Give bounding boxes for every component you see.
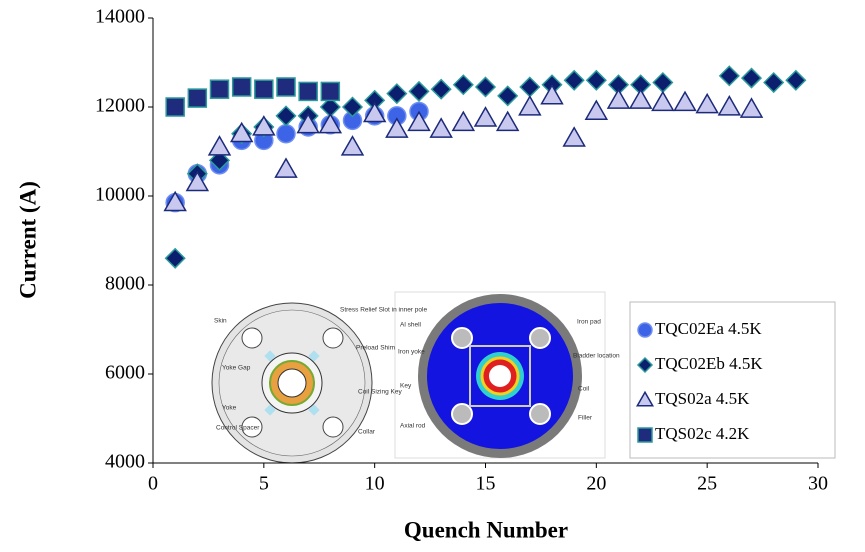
point [432, 80, 451, 99]
point [764, 73, 783, 92]
point [542, 85, 563, 103]
legend-marker [638, 323, 652, 337]
point [342, 137, 363, 155]
inset-label: Skin [214, 318, 227, 325]
point [476, 77, 495, 96]
inset-label: Yoke Gap [222, 365, 251, 372]
point [565, 71, 584, 90]
inset-label: Iron yoke [398, 349, 425, 356]
axial-rod [530, 404, 550, 424]
inset-label: Key [400, 383, 412, 390]
point [719, 97, 740, 115]
inset-collared-magnet [205, 292, 393, 463]
point [786, 71, 805, 90]
inset-label: Filler [578, 415, 593, 422]
point [587, 71, 606, 90]
point [475, 108, 496, 126]
point [498, 86, 517, 105]
point [630, 90, 651, 108]
point [166, 249, 185, 268]
point [652, 92, 673, 110]
axial-rod [530, 328, 550, 348]
point [520, 77, 539, 96]
inset-label: Yoke [222, 405, 237, 412]
point [741, 99, 762, 117]
inset-shell-magnet [395, 292, 605, 458]
point [454, 75, 473, 94]
inset-label: Collar [358, 429, 376, 436]
point [277, 106, 296, 125]
y-tick-label: 4000 [105, 451, 145, 473]
y-tick-label: 6000 [105, 362, 145, 384]
y-tick-label: 8000 [105, 273, 145, 295]
point [653, 73, 672, 92]
x-axis-label: Quench Number [404, 517, 568, 542]
y-tick-label: 10000 [95, 184, 145, 206]
hole [323, 417, 343, 437]
inset-label: Axial rod [400, 423, 426, 430]
inset-label: Coil Sizing Key [358, 389, 402, 396]
y-axis-label: Current (A) [15, 181, 40, 299]
point [255, 80, 273, 98]
point [742, 69, 761, 88]
point [299, 82, 317, 100]
x-tick-label: 30 [808, 473, 828, 495]
x-tick-label: 20 [586, 473, 606, 495]
inset-label: Al shell [400, 322, 422, 329]
point [586, 101, 607, 119]
bore [489, 365, 511, 387]
point [321, 82, 339, 100]
point [675, 92, 696, 110]
legend-marker [638, 428, 652, 442]
point [277, 125, 295, 143]
point [453, 112, 474, 130]
inset-label: Stress Relief Slot in inner pole [340, 307, 427, 314]
point [564, 128, 585, 146]
point [277, 78, 295, 96]
point [720, 66, 739, 85]
y-tick-label: 14000 [95, 6, 145, 28]
point [519, 97, 540, 115]
point [233, 78, 251, 96]
point [276, 159, 297, 177]
x-tick-label: 5 [259, 473, 269, 495]
bore [278, 369, 306, 397]
legend-label: TQC02Ea 4.5K [655, 319, 762, 338]
x-tick-label: 25 [697, 473, 717, 495]
point [697, 94, 718, 112]
inset-label: Iron pad [577, 319, 601, 326]
legend-label: TQS02a 4.5K [655, 389, 750, 408]
point [166, 98, 184, 116]
inset-label: Bladder location [573, 353, 620, 360]
chart: Skin Yoke Gap Yoke Control Spacer Stress Rel… [0, 0, 865, 552]
point [431, 119, 452, 137]
hole [242, 328, 262, 348]
point [211, 80, 229, 98]
hole [323, 328, 343, 348]
point [209, 137, 230, 155]
legend-label: TQS02c 4.2K [655, 424, 750, 443]
inset-label: Control Spacer [216, 425, 260, 432]
point [608, 90, 629, 108]
y-tick-label: 12000 [95, 95, 145, 117]
x-tick-label: 15 [476, 473, 496, 495]
x-tick-label: 0 [148, 473, 158, 495]
inset-label: Preload Shim [356, 345, 395, 352]
point [497, 112, 518, 130]
point [387, 84, 406, 103]
point [410, 82, 429, 101]
legend-label: TQC02Eb 4.5K [655, 354, 763, 373]
x-tick-label: 10 [365, 473, 385, 495]
inset-label: Coil [578, 386, 590, 393]
point [188, 89, 206, 107]
